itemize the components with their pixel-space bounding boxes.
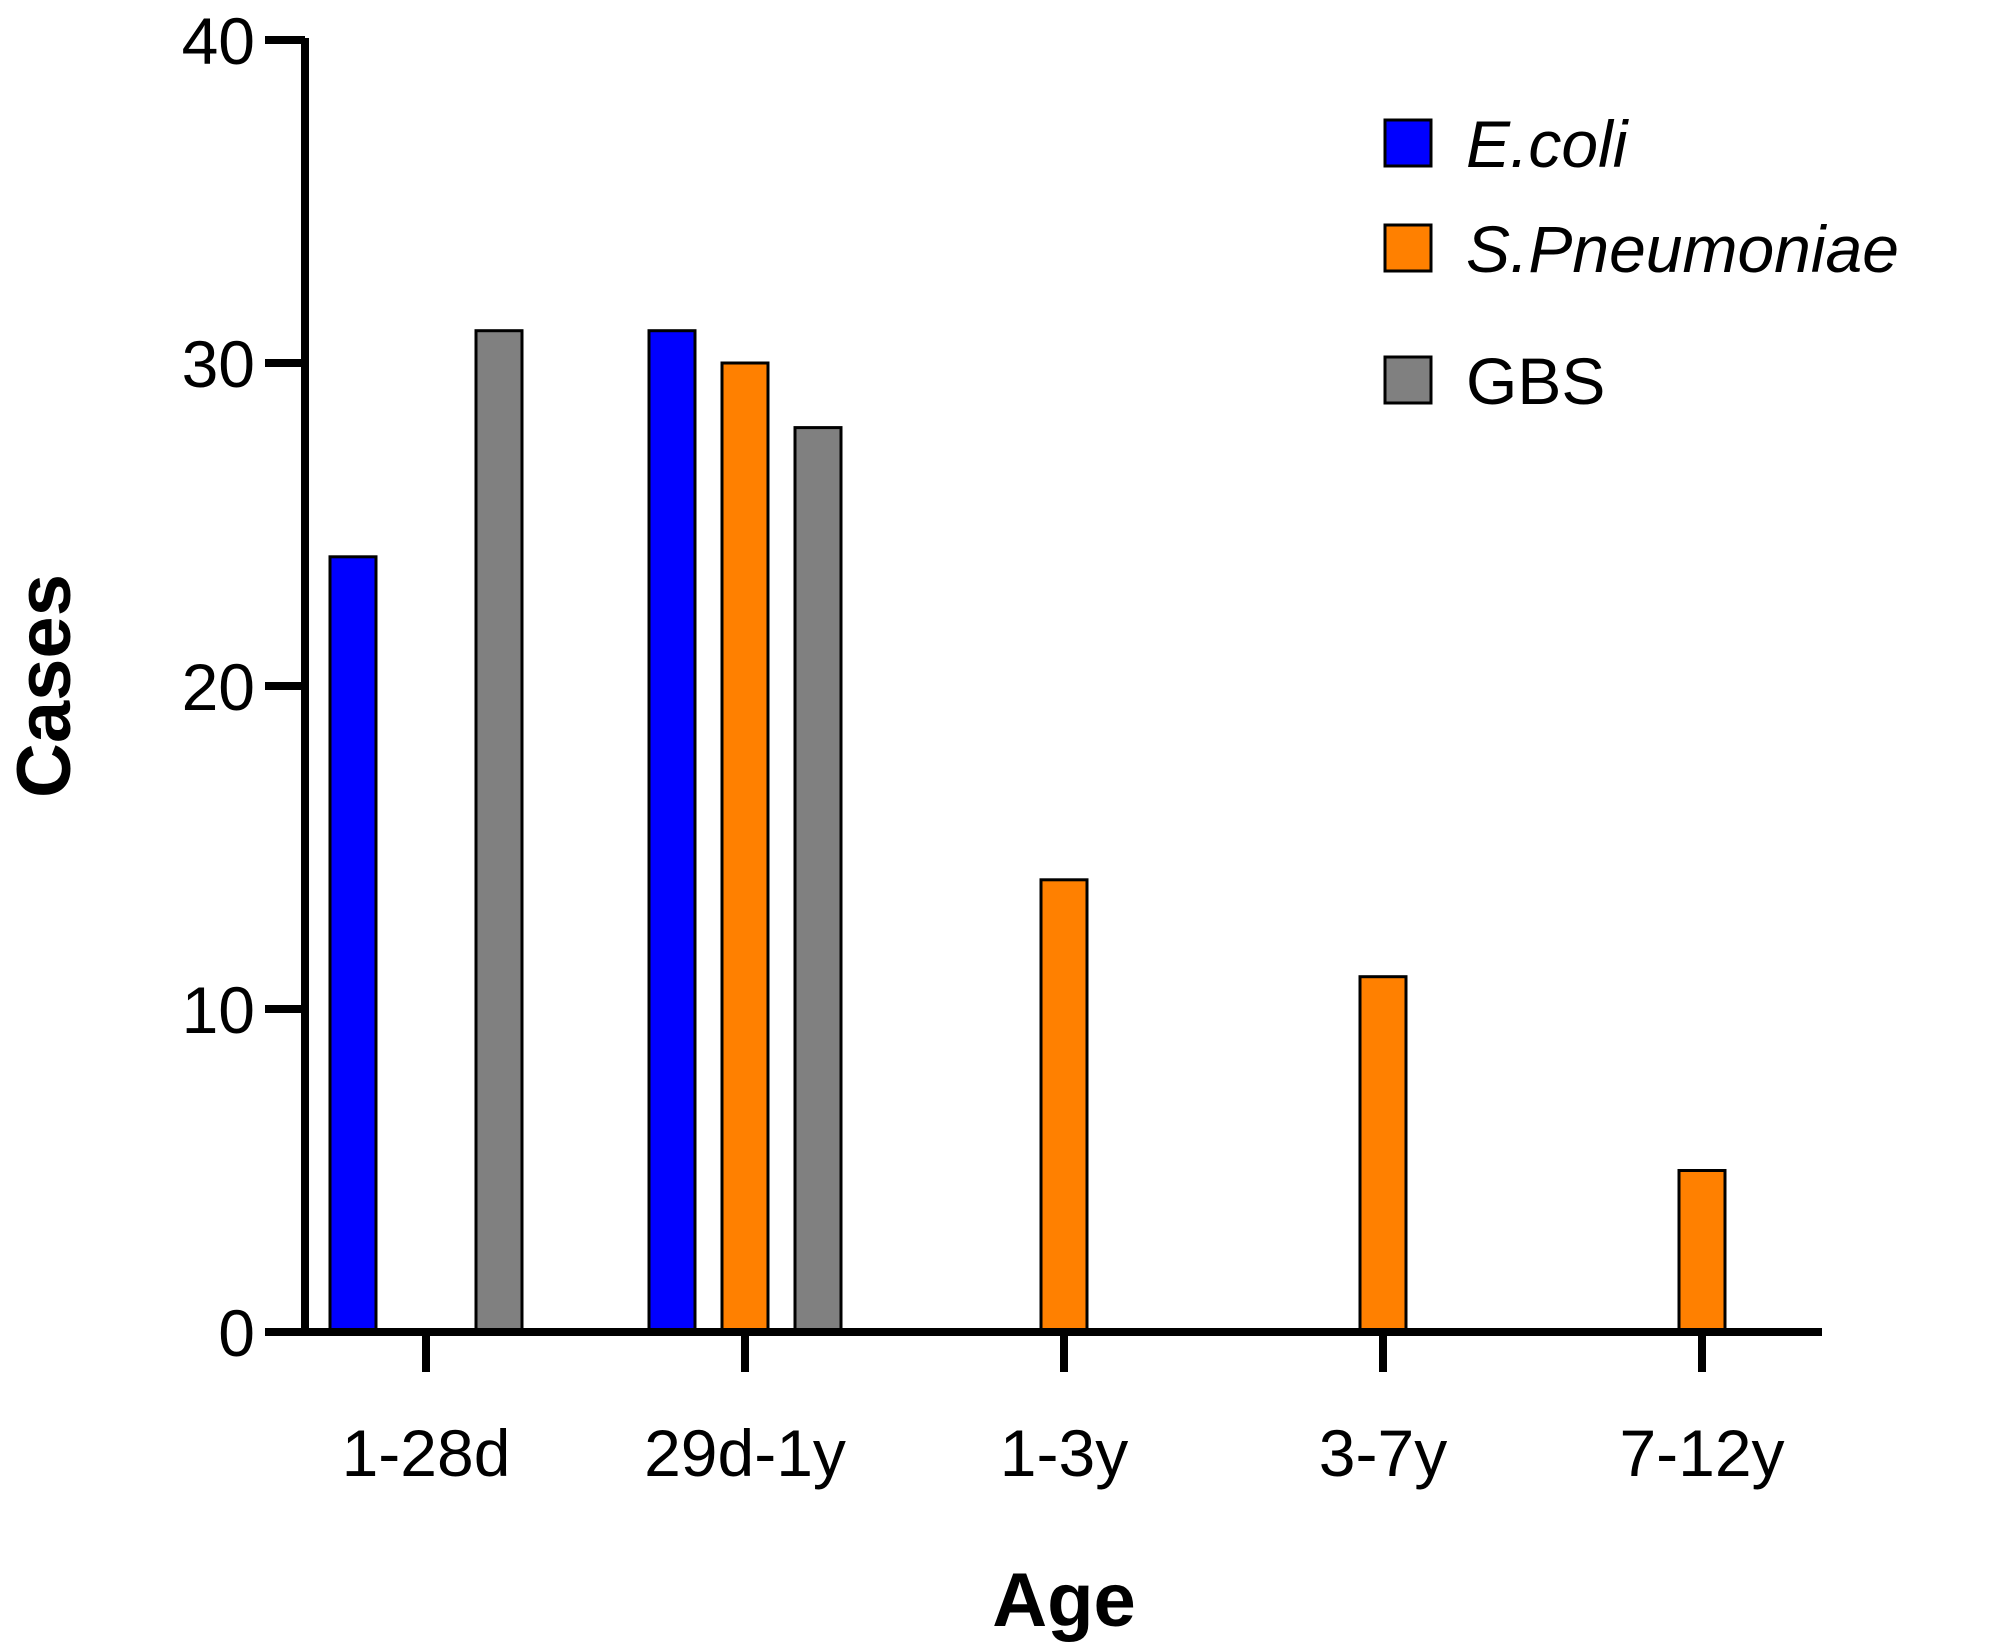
bar-s-pneumoniae-1-3y [1039,878,1089,1334]
x-category-label: 29d-1y [644,1416,846,1490]
legend: E.coli S.Pneumoniae GBS [1383,107,1899,418]
legend-swatch-e-coli [1383,118,1433,168]
y-tick-label: 10 [182,973,255,1047]
legend-label-s-pneumoniae: S.Pneumoniae [1466,212,1899,286]
bar-e-coli-1-28d [328,555,378,1334]
labels-layer: 0 10 20 30 40 1-28d 29d-1y 1-3y 3-7y 7-12y Age Case… [2,4,1785,1643]
bar-e-coli-29d-1y [647,329,697,1334]
bar-s-pneumoniae-3-7y [1358,975,1408,1334]
axes-layer [265,36,1822,1372]
bar-gbs-1-28d [474,329,524,1334]
bar-s-pneumoniae-7-12y [1677,1169,1727,1334]
x-category-label: 1-3y [1000,1416,1128,1490]
y-tick-label: 20 [182,650,255,724]
bars-layer [328,329,1727,1334]
y-tick-label: 0 [218,1296,255,1370]
x-category-label: 3-7y [1319,1416,1447,1490]
x-axis-title: Age [992,1558,1136,1643]
y-axis-title: Cases [2,574,87,798]
x-category-label: 7-12y [1619,1416,1784,1490]
x-category-label: 1-28d [342,1416,511,1490]
bar-s-pneumoniae-29d-1y [720,361,770,1334]
legend-swatch-gbs [1383,355,1433,405]
y-tick-label: 30 [182,327,255,401]
y-tick-label: 40 [182,4,255,78]
legend-swatch-s-pneumoniae [1383,223,1433,273]
legend-label-gbs: GBS [1466,344,1605,418]
legend-label-e-coli: E.coli [1466,107,1630,181]
bar-gbs-29d-1y [793,426,843,1334]
